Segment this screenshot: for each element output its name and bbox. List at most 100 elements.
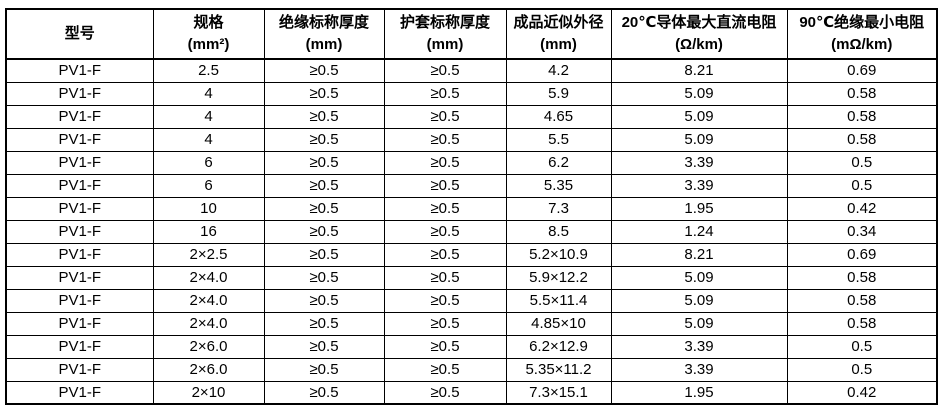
column-header-unit: (mm) bbox=[426, 36, 464, 53]
table-row: PV1-F 10 ≥0.5 ≥0.5 7.3 1.95 0.42 bbox=[5, 196, 938, 221]
table-cell: ≥0.5 bbox=[263, 58, 385, 83]
table-row: PV1-F 16 ≥0.5 ≥0.5 8.5 1.24 0.34 bbox=[5, 219, 938, 244]
table-cell: ≥0.5 bbox=[263, 380, 385, 405]
table-cell: 4.65 bbox=[505, 104, 612, 129]
table-cell: 0.5 bbox=[786, 150, 938, 175]
table-row: PV1-F 2.5 ≥0.5 ≥0.5 4.2 8.21 0.69 bbox=[5, 58, 938, 83]
table-cell: ≥0.5 bbox=[263, 104, 385, 129]
table-cell: 8.21 bbox=[610, 58, 788, 83]
table-cell: 5.09 bbox=[610, 265, 788, 290]
column-header-name: 成品近似外径 bbox=[513, 14, 604, 32]
table-cell: 4.2 bbox=[505, 58, 612, 83]
table-cell: ≥0.5 bbox=[263, 150, 385, 175]
column-header-name: 20℃导体最大直流电阻 bbox=[621, 14, 777, 32]
table-cell: 5.5 bbox=[505, 127, 612, 152]
column-header-name: 90℃绝缘最小电阻 bbox=[799, 14, 925, 32]
table-cell: PV1-F bbox=[5, 104, 154, 129]
table-cell: 0.5 bbox=[786, 173, 938, 198]
column-header: 规格 (mm²) bbox=[152, 8, 265, 60]
table-row: PV1-F 2×4.0 ≥0.5 ≥0.5 5.9×12.2 5.09 0.58 bbox=[5, 265, 938, 290]
table-cell: 3.39 bbox=[610, 150, 788, 175]
table-cell: 0.58 bbox=[786, 311, 938, 336]
table-cell: 10 bbox=[152, 196, 265, 221]
table-cell: 6 bbox=[152, 173, 265, 198]
table-cell: 4 bbox=[152, 127, 265, 152]
table-cell: 5.9 bbox=[505, 81, 612, 106]
table-row: PV1-F 2×4.0 ≥0.5 ≥0.5 4.85×10 5.09 0.58 bbox=[5, 311, 938, 336]
table-cell: ≥0.5 bbox=[263, 173, 385, 198]
column-header: 20℃导体最大直流电阻 (Ω/km) bbox=[610, 8, 788, 60]
table-cell: 0.58 bbox=[786, 104, 938, 129]
table-cell: PV1-F bbox=[5, 150, 154, 175]
table-cell: ≥0.5 bbox=[383, 150, 507, 175]
table-cell: ≥0.5 bbox=[263, 265, 385, 290]
table-cell: 2×10 bbox=[152, 380, 265, 405]
table-cell: 1.95 bbox=[610, 196, 788, 221]
column-header-unit: (mΩ/km) bbox=[831, 36, 893, 53]
table-cell: PV1-F bbox=[5, 288, 154, 313]
table-cell: 0.58 bbox=[786, 288, 938, 313]
table-cell: ≥0.5 bbox=[383, 334, 507, 359]
table-cell: 3.39 bbox=[610, 173, 788, 198]
table-cell: ≥0.5 bbox=[383, 288, 507, 313]
table-cell: PV1-F bbox=[5, 127, 154, 152]
table-cell: ≥0.5 bbox=[263, 196, 385, 221]
table-cell: PV1-F bbox=[5, 311, 154, 336]
column-header-name: 型号 bbox=[64, 25, 95, 43]
table-cell: ≥0.5 bbox=[263, 219, 385, 244]
table-cell: PV1-F bbox=[5, 357, 154, 382]
table-cell: PV1-F bbox=[5, 242, 154, 267]
table-row: PV1-F 4 ≥0.5 ≥0.5 5.9 5.09 0.58 bbox=[5, 81, 938, 106]
table-cell: ≥0.5 bbox=[383, 81, 507, 106]
cable-spec-table: 型号 规格 (mm²) 绝缘标称厚度 (mm) 护套标称厚度 (mm) 成品近似外径 (mm) 2… bbox=[5, 8, 938, 405]
table-cell: 2×4.0 bbox=[152, 265, 265, 290]
table-cell: ≥0.5 bbox=[263, 242, 385, 267]
table-cell: ≥0.5 bbox=[263, 127, 385, 152]
table-cell: 5.2×10.9 bbox=[505, 242, 612, 267]
column-header: 绝缘标称厚度 (mm) bbox=[263, 8, 385, 60]
column-header: 型号 bbox=[5, 8, 154, 60]
table-cell: 6.2 bbox=[505, 150, 612, 175]
column-header-name: 绝缘标称厚度 bbox=[278, 14, 369, 32]
column-header: 护套标称厚度 (mm) bbox=[383, 8, 507, 60]
table-cell: 0.34 bbox=[786, 219, 938, 244]
table-cell: ≥0.5 bbox=[383, 357, 507, 382]
table-row: PV1-F 2×6.0 ≥0.5 ≥0.5 5.35×11.2 3.39 0.5 bbox=[5, 357, 938, 382]
table-cell: 0.5 bbox=[786, 334, 938, 359]
table-cell: 7.3×15.1 bbox=[505, 380, 612, 405]
table-cell: 0.42 bbox=[786, 196, 938, 221]
table-cell: 0.69 bbox=[786, 58, 938, 83]
column-header: 90℃绝缘最小电阻 (mΩ/km) bbox=[786, 8, 938, 60]
table-cell: 6.2×12.9 bbox=[505, 334, 612, 359]
table-cell: PV1-F bbox=[5, 219, 154, 244]
table-cell: ≥0.5 bbox=[263, 81, 385, 106]
table-row: PV1-F 2×6.0 ≥0.5 ≥0.5 6.2×12.9 3.39 0.5 bbox=[5, 334, 938, 359]
table-cell: 5.09 bbox=[610, 288, 788, 313]
table-cell: 5.09 bbox=[610, 81, 788, 106]
table-header: 型号 规格 (mm²) 绝缘标称厚度 (mm) 护套标称厚度 (mm) 成品近似外径 (mm) 2… bbox=[5, 8, 938, 60]
table-cell: 2×6.0 bbox=[152, 357, 265, 382]
table-cell: 3.39 bbox=[610, 357, 788, 382]
table-cell: 2×4.0 bbox=[152, 288, 265, 313]
column-header-name: 规格 bbox=[193, 14, 224, 32]
table-cell: 4 bbox=[152, 104, 265, 129]
table-cell: ≥0.5 bbox=[263, 334, 385, 359]
column-header: 成品近似外径 (mm) bbox=[505, 8, 612, 60]
table-cell: 5.9×12.2 bbox=[505, 265, 612, 290]
table-cell: 0.42 bbox=[786, 380, 938, 405]
table-cell: ≥0.5 bbox=[263, 357, 385, 382]
table-cell: ≥0.5 bbox=[383, 265, 507, 290]
table-cell: 16 bbox=[152, 219, 265, 244]
table-cell: ≥0.5 bbox=[383, 311, 507, 336]
table-cell: PV1-F bbox=[5, 265, 154, 290]
table-row: PV1-F 6 ≥0.5 ≥0.5 5.35 3.39 0.5 bbox=[5, 173, 938, 198]
table-body: PV1-F 2.5 ≥0.5 ≥0.5 4.2 8.21 0.69 PV1-F 4 ≥0.5 ≥0.… bbox=[5, 58, 938, 405]
table-cell: PV1-F bbox=[5, 334, 154, 359]
column-header-unit: (mm) bbox=[305, 36, 343, 53]
table-row: PV1-F 2×10 ≥0.5 ≥0.5 7.3×15.1 1.95 0.42 bbox=[5, 380, 938, 405]
table-cell: 2×2.5 bbox=[152, 242, 265, 267]
table-cell: 5.5×11.4 bbox=[505, 288, 612, 313]
table-row: PV1-F 4 ≥0.5 ≥0.5 4.65 5.09 0.58 bbox=[5, 104, 938, 129]
table-cell: 7.3 bbox=[505, 196, 612, 221]
table-cell: 5.35×11.2 bbox=[505, 357, 612, 382]
